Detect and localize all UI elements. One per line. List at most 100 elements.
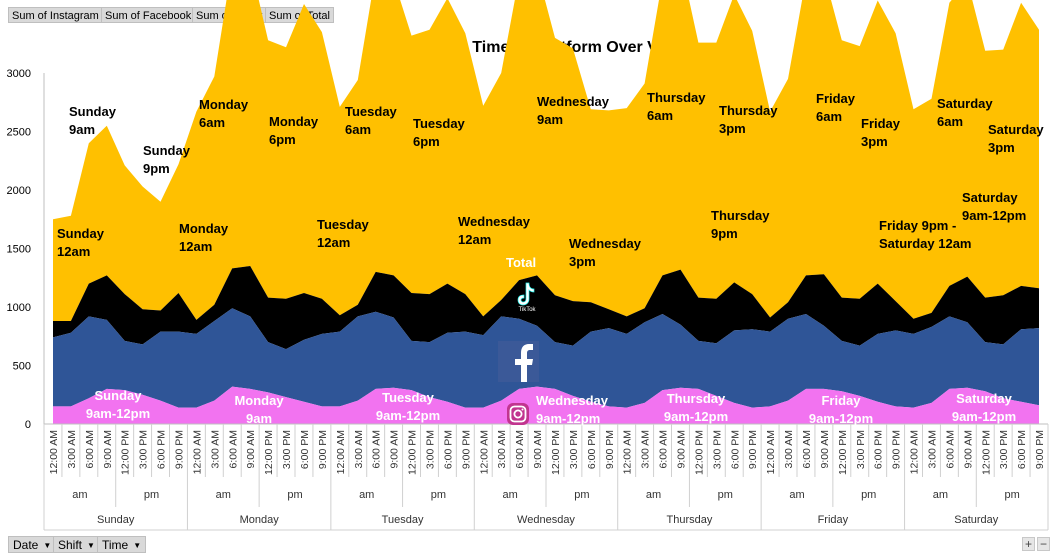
annotation-wednesday-3pm: Wednesday 3pm — [569, 236, 642, 269]
x-tick-label: 3:00 AM — [640, 430, 652, 469]
x-tick-label: 9:00 AM — [532, 430, 544, 469]
annotation-thursday-9pm: Thursday 9pm — [711, 208, 770, 241]
annotation-ig-friday: Friday 9am-12pm — [809, 393, 873, 426]
x-tick-label: 9:00 PM — [173, 430, 185, 469]
annotation-line: 12am — [179, 239, 212, 254]
chevron-down-icon: ▼ — [43, 541, 52, 550]
x-tick-label: 3:00 PM — [711, 430, 723, 469]
x-tick-label: 6:00 PM — [299, 430, 311, 469]
row-button-time[interactable]: Time ▼ — [97, 536, 147, 553]
annotation-line: Tuesday — [317, 217, 370, 232]
annotation-line: Wednesday — [569, 236, 642, 251]
annotation-line: 9am-12pm — [952, 409, 1016, 424]
annotation-line: Thursday — [667, 391, 726, 406]
annotation-line: 9am — [69, 122, 95, 137]
x-tick-label: 3:00 AM — [926, 430, 938, 469]
annotation-line: Thursday — [711, 208, 770, 223]
annotation-line: 12am — [317, 235, 350, 250]
annotation-ig-thursday: Thursday 9am-12pm — [664, 391, 728, 424]
y-tick-label: 1000 — [7, 302, 31, 314]
x-tick-label: 9:00 AM — [962, 430, 974, 469]
annotation-line: Friday — [816, 91, 856, 106]
y-tick-label: 2500 — [7, 127, 31, 139]
x-tick-label: 12:00 AM — [765, 430, 777, 474]
x-tick-label: 12:00 PM — [693, 430, 705, 475]
x-tick-label: 6:00 AM — [944, 430, 956, 469]
annotation-wednesday-12am: Wednesday 12am — [458, 214, 531, 247]
tiktok-logo-icon — [517, 282, 535, 306]
chevron-down-icon: ▼ — [87, 541, 95, 550]
x-tick-label: 9:00 PM — [460, 430, 472, 469]
annotation-line: Sunday — [57, 226, 105, 241]
shift-label: am — [359, 489, 374, 501]
x-tick-label: 9:00 AM — [675, 430, 687, 469]
axes: 0 500 1000 1500 2000 2500 3000 12:00 AM 3:00 AM 6… — [7, 68, 1049, 531]
x-tick-label: 6:00 AM — [658, 430, 670, 469]
annotation-line: 3pm — [861, 134, 888, 149]
day-label: Friday — [818, 514, 849, 526]
annotation-line: Sunday — [95, 388, 143, 403]
field-button-instagram[interactable]: Sum of Instagram — [8, 7, 103, 23]
annotation-friday-3pm: Friday 3pm — [861, 116, 901, 149]
annotation-saturday-3pm: Saturday 3pm — [988, 122, 1044, 155]
row-button-shift[interactable]: Shift ▼ — [53, 536, 100, 553]
annotation-line: 3pm — [719, 121, 746, 136]
row-button-date-label: Date — [13, 538, 39, 552]
x-tick-label: 3:00 PM — [424, 430, 436, 469]
annotation-line: Thursday — [719, 103, 778, 118]
platform-logos: TikTok — [498, 282, 539, 425]
collapse-button[interactable]: − — [1037, 537, 1050, 551]
x-tick-label: 6:00 PM — [1016, 430, 1028, 469]
x-tick-label: 12:00 AM — [335, 430, 347, 474]
annotation-line: Friday 9pm - — [879, 218, 956, 233]
instagram-lens-icon — [513, 409, 523, 419]
y-tick-label: 500 — [13, 361, 31, 373]
x-tick-label: 9:00 PM — [891, 430, 903, 469]
day-label: Sunday — [97, 514, 135, 526]
x-tick-label: 9:00 PM — [317, 430, 329, 469]
row-button-shift-label: Shift — [58, 538, 83, 552]
annotation-total-label: Total — [506, 255, 536, 270]
annotation-line: 6am — [647, 108, 673, 123]
shift-label: am — [72, 489, 87, 501]
x-tick-label: 3:00 AM — [209, 430, 221, 469]
annotation-monday-12am: Monday 12am — [179, 221, 229, 254]
x-tick-label: 3:00 PM — [998, 430, 1010, 469]
row-button-date[interactable]: Date ▼ — [8, 536, 57, 553]
shift-label: pm — [718, 489, 733, 501]
shift-label: pm — [1005, 489, 1020, 501]
row-button-time-label: Time — [102, 538, 129, 552]
instagram-frame-icon — [509, 405, 527, 423]
chevron-down-icon: ▼ — [133, 541, 142, 550]
x-tick-label: 9:00 AM — [245, 430, 257, 469]
expand-button[interactable]: + — [1022, 537, 1035, 551]
annotation-line: Saturday — [937, 96, 993, 111]
y-tick-label: 3000 — [7, 68, 31, 80]
area-layers — [53, 0, 1039, 424]
area-total — [53, 0, 1039, 321]
annotation-line: 9pm — [143, 161, 170, 176]
annotation-monday-6pm: Monday 6pm — [269, 114, 319, 147]
annotation-line: 3pm — [988, 140, 1015, 155]
annotation-line: 9am-12pm — [376, 408, 440, 423]
annotation-line: Thursday — [647, 90, 706, 105]
y-tick-label: 0 — [25, 419, 31, 431]
annotation-line: Saturday 12am — [879, 236, 972, 251]
x-tick-label: 12:00 AM — [191, 430, 203, 474]
day-label: Wednesday — [517, 514, 575, 526]
annotation-line: Wednesday — [536, 393, 609, 408]
annotation-line: Wednesday — [537, 94, 610, 109]
annotation-saturday-9am-12pm: Saturday 9am-12pm — [962, 190, 1026, 223]
annotation-line: Sunday — [69, 104, 117, 119]
day-label: Tuesday — [382, 514, 424, 526]
field-button-facebook[interactable]: Sum of Facebook — [101, 7, 196, 23]
annotation-sunday-12am: Sunday 12am — [57, 226, 105, 259]
annotation-line: Monday — [234, 393, 284, 408]
x-tick-label: 3:00 AM — [66, 430, 78, 469]
annotation-line: 6pm — [413, 134, 440, 149]
x-tick-label: 3:00 PM — [855, 430, 867, 469]
annotation-line: Total — [506, 255, 536, 270]
annotation-line: 12am — [458, 232, 491, 247]
